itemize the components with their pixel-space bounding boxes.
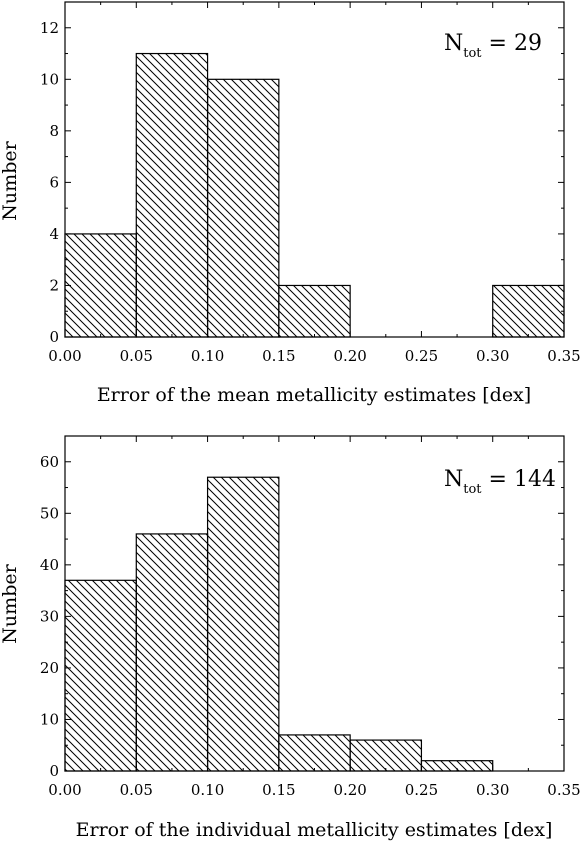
- bottom-x-tick-label-5: 0.25: [405, 781, 438, 799]
- bottom-x-tick-label-6: 0.30: [476, 781, 509, 799]
- top-x-tick-label-5: 0.25: [405, 347, 438, 365]
- bottom-x-tick-label-4: 0.20: [333, 781, 366, 799]
- top-y-tick-label-4: 8: [49, 122, 59, 140]
- top-histogram-panel: 0.00 0.05 0.10 0.15 0.20 0.25 0.30 0.35 0 2 4 6 8 10 1…: [0, 1, 580, 406]
- top-bar-6: [492, 284, 565, 338]
- top-x-tick-label-3: 0.15: [262, 347, 295, 365]
- bottom-bar-4: [349, 739, 423, 772]
- top-y-tick-label-6: 12: [40, 19, 59, 37]
- bottom-x-tick-label-0: 0.00: [48, 781, 81, 799]
- bottom-y-tick-label-5: 50: [40, 504, 59, 522]
- bottom-ticks-group: 0.00 0.05 0.10 0.15 0.20 0.25 0.30 0.35 0 10 20 30 4…: [40, 436, 580, 799]
- bottom-bars-group: [64, 476, 494, 772]
- top-y-tick-label-3: 6: [49, 173, 59, 191]
- bottom-y-tick-label-0: 0: [49, 762, 59, 780]
- bottom-bar-2: [206, 476, 280, 772]
- bottom-x-tick-label-7: 0.35: [547, 781, 580, 799]
- bottom-histogram-panel: 0.00 0.05 0.10 0.15 0.20 0.25 0.30 0.35 0 10 20 30 4…: [0, 435, 580, 841]
- top-y-tick-label-0: 0: [49, 328, 59, 346]
- top-y-tick-label-2: 4: [49, 225, 59, 243]
- top-bar-2: [206, 78, 280, 338]
- top-y-tick-label-5: 10: [40, 70, 59, 88]
- top-x-tick-label-0: 0.00: [48, 347, 81, 365]
- top-x-tick-label-1: 0.05: [120, 347, 153, 365]
- bottom-bar-3: [278, 734, 351, 772]
- bottom-x-tick-label-2: 0.10: [191, 781, 224, 799]
- top-x-tick-label-4: 0.20: [333, 347, 366, 365]
- top-bar-0: [64, 233, 137, 338]
- bottom-y-tick-label-2: 20: [40, 659, 59, 677]
- top-x-tick-label-2: 0.10: [191, 347, 224, 365]
- top-x-tick-label-7: 0.35: [547, 347, 580, 365]
- top-x-tick-label-6: 0.30: [476, 347, 509, 365]
- top-ticks-group: 0.00 0.05 0.10 0.15 0.20 0.25 0.30 0.35 0 2 4 6 8 10 1…: [40, 2, 580, 365]
- bottom-y-tick-label-6: 60: [40, 453, 59, 471]
- bottom-y-tick-label-4: 40: [40, 556, 59, 574]
- bottom-x-tick-label-3: 0.15: [262, 781, 295, 799]
- top-y-tick-label-1: 2: [49, 276, 59, 294]
- bottom-y-tick-label-1: 10: [40, 710, 59, 728]
- bottom-y-tick-label-3: 30: [40, 607, 59, 625]
- bottom-bar-0: [64, 579, 137, 772]
- bottom-x-tick-label-1: 0.05: [120, 781, 153, 799]
- top-y-axis-title: Number: [0, 140, 21, 220]
- top-bar-1: [135, 52, 209, 338]
- top-annotation: Ntot = 29: [444, 31, 542, 61]
- top-bars-group: [64, 52, 565, 338]
- bottom-x-axis-title: Error of the individual metallicity esti…: [76, 819, 553, 841]
- bottom-annotation: Ntot = 144: [444, 467, 556, 497]
- top-bar-3: [278, 284, 351, 338]
- top-x-axis-title: Error of the mean metallicity estimates …: [97, 384, 531, 406]
- bottom-y-axis-title: Number: [0, 563, 21, 643]
- bottom-bar-1: [135, 533, 209, 772]
